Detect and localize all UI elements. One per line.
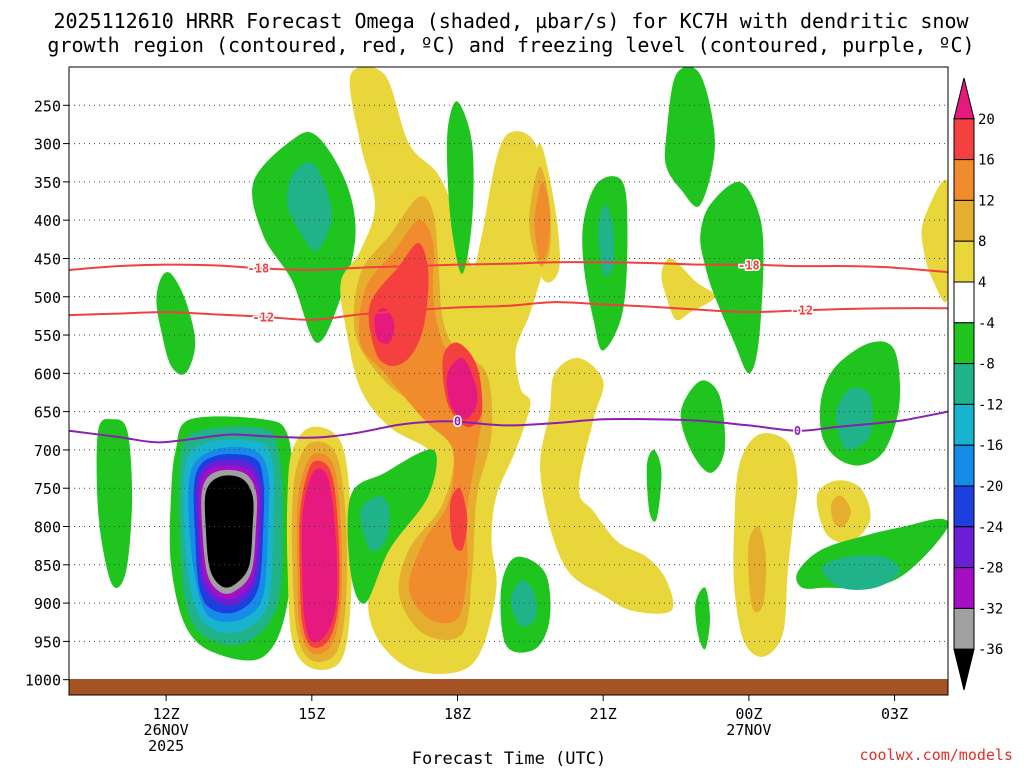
contour-label-0-1: -18 xyxy=(738,258,760,272)
omega-region-17 xyxy=(286,162,332,252)
y-tick-label-1000: 1000 xyxy=(25,672,61,690)
colorbar-bin-4 xyxy=(953,240,975,283)
y-tick-label-650: 650 xyxy=(34,404,61,422)
omega-shading-layer xyxy=(96,67,948,674)
y-tick-label-300: 300 xyxy=(34,136,61,154)
x-tick-label-15Z: 15Z xyxy=(298,705,325,723)
plot-frame xyxy=(68,66,949,696)
omega-region-25 xyxy=(449,487,468,551)
omega-region-39 xyxy=(646,449,662,522)
ground-surface-band xyxy=(69,679,948,695)
credit-link[interactable]: coolwx.com/models xyxy=(859,746,1013,764)
colorbar-label-16: 16 xyxy=(978,153,995,169)
x-tick-year-2025: 2025 xyxy=(148,737,184,755)
x-tick-label-03Z: 03Z xyxy=(881,705,908,723)
y-axis-ticks: 250 300 350 400 450 500 550 600 650 700 750 800 850 9… xyxy=(25,97,69,690)
colorbar-label-4: 4 xyxy=(978,275,986,291)
colorbar-label--4: -4 xyxy=(978,316,995,332)
x-axis-label: Forecast Time (UTC) xyxy=(412,749,606,768)
contour-line-2 xyxy=(69,410,948,444)
colorbar-label-8: 8 xyxy=(978,234,986,250)
omega-region-48 xyxy=(831,495,851,528)
omega-region-46 xyxy=(835,387,873,451)
colorbar-label--12: -12 xyxy=(978,397,1003,413)
omega-region-35 xyxy=(598,204,614,277)
colorbar-bin-2 xyxy=(953,159,975,201)
omega-region-40 xyxy=(700,181,764,374)
x-tick-date-27NOV: 27NOV xyxy=(726,721,771,739)
x-tick-label-21Z: 21Z xyxy=(590,705,617,723)
chart-title-line-2: growth region (contoured, red, ºC) and f… xyxy=(47,33,974,57)
omega-region-36 xyxy=(664,67,715,207)
colorbar-bin-13 xyxy=(953,607,975,650)
colorbar-label-12: 12 xyxy=(978,193,995,209)
colorbar-label--24: -24 xyxy=(978,520,1003,536)
temperature-contours: -18 -18 -12 -12 0 0 xyxy=(69,257,948,444)
colorbar-bin-5 xyxy=(953,281,975,324)
y-tick-label-350: 350 xyxy=(34,174,61,192)
omega-region-43 xyxy=(747,526,767,613)
contour-label-0-0: -18 xyxy=(248,261,270,275)
y-tick-label-950: 950 xyxy=(34,633,61,651)
y-tick-label-600: 600 xyxy=(34,365,61,383)
x-tick-date-26NOV: 26NOV xyxy=(144,721,189,739)
colorbar-bin-7 xyxy=(953,363,975,405)
omega-region-41 xyxy=(680,380,726,473)
omega-region-0 xyxy=(96,418,133,589)
colorbar-label-20: 20 xyxy=(978,112,995,128)
omega-region-37 xyxy=(661,258,715,321)
contour-line-0 xyxy=(69,261,948,274)
colorbar-bin-14 xyxy=(953,648,975,691)
y-tick-label-800: 800 xyxy=(34,519,61,537)
omega-region-29 xyxy=(446,101,474,274)
x-tick-label-12Z: 12Z xyxy=(153,705,180,723)
colorbar-label--16: -16 xyxy=(978,438,1003,454)
y-tick-label-750: 750 xyxy=(34,480,61,498)
colorbar-bin-1 xyxy=(953,118,975,161)
omega-region-51 xyxy=(921,179,948,303)
y-tick-label-550: 550 xyxy=(34,327,61,345)
contour-label-2-1: 0 xyxy=(794,424,801,438)
y-tick-label-500: 500 xyxy=(34,289,61,307)
colorbar-label--36: -36 xyxy=(978,642,1003,658)
colorbar-bin-9 xyxy=(953,444,975,487)
colorbar: 20 16 12 8 4 -4 -8 -12 -16 -20 -24 -28 -32 -36 xyxy=(953,77,1003,691)
omega-region-10 xyxy=(204,475,254,588)
colorbar-bin-11 xyxy=(953,526,975,569)
colorbar-label--28: -28 xyxy=(978,561,1003,577)
colorbar-bin-6 xyxy=(953,322,975,365)
y-tick-label-450: 450 xyxy=(34,250,61,268)
contour-label-1-0: -12 xyxy=(252,310,274,324)
colorbar-bin-0 xyxy=(953,77,975,120)
colorbar-label--8: -8 xyxy=(978,357,995,373)
y-tick-label-250: 250 xyxy=(34,97,61,115)
y-tick-label-400: 400 xyxy=(34,212,61,230)
colorbar-bin-12 xyxy=(953,567,975,609)
colorbar-label--20: -20 xyxy=(978,479,1003,495)
colorbar-bin-8 xyxy=(953,403,975,446)
omega-region-31 xyxy=(360,495,390,552)
colorbar-label--32: -32 xyxy=(978,601,1003,617)
contour-label-1-1: -12 xyxy=(791,304,813,318)
omega-region-50 xyxy=(821,555,900,590)
contour-label-2-0: 0 xyxy=(454,415,461,429)
y-tick-label-850: 850 xyxy=(34,557,61,575)
y-tick-label-700: 700 xyxy=(34,442,61,460)
omega-region-1 xyxy=(156,272,196,375)
chart-title-line-1: 2025112610 HRRR Forecast Omega (shaded, … xyxy=(53,9,969,33)
x-tick-label-00Z: 00Z xyxy=(735,705,762,723)
contour-line-1 xyxy=(69,301,948,321)
omega-region-44 xyxy=(695,587,710,650)
omega-region-15 xyxy=(301,468,338,643)
colorbar-bin-3 xyxy=(953,199,975,242)
x-tick-label-18Z: 18Z xyxy=(444,705,471,723)
omega-region-42 xyxy=(733,433,798,657)
omega-region-28 xyxy=(534,181,551,260)
colorbar-bin-10 xyxy=(953,485,975,528)
y-tick-label-900: 900 xyxy=(34,595,61,613)
omega-region-33 xyxy=(510,580,537,628)
